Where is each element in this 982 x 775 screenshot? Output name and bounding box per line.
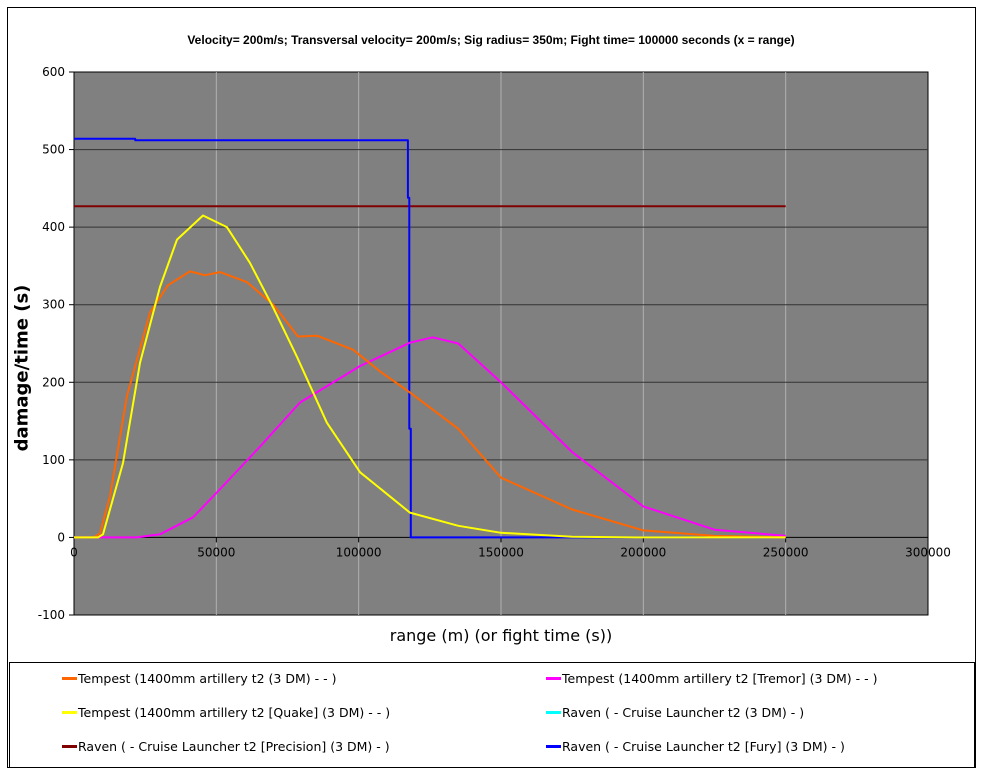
legend-swatch (546, 677, 561, 680)
legend-swatch (546, 711, 561, 714)
legend-entry: Tempest (1400mm artillery t2 (3 DM) - - … (62, 671, 336, 686)
y-tick-label: 500 (42, 143, 65, 157)
legend-swatch (546, 745, 561, 748)
x-axis-label: range (m) (or fight time (s)) (389, 626, 613, 645)
plot-area: -100 0 100 200 300 400 500 600 0 50000 100000 15000… (38, 65, 951, 622)
legend-label: Raven ( - Cruise Launcher t2 [Fury] (3 D… (562, 739, 845, 754)
legend-entry: Raven ( - Cruise Launcher t2 [Fury] (3 D… (546, 739, 845, 754)
x-tick-label: 250000 (763, 545, 809, 559)
legend-entry: Raven ( - Cruise Launcher t2 (3 DM) - ) (546, 705, 804, 720)
series-line-0 (74, 270, 786, 539)
series-line-1 (74, 336, 786, 539)
legend-label: Raven ( - Cruise Launcher t2 (3 DM) - ) (562, 705, 805, 720)
y-tick-label: 200 (42, 375, 65, 389)
legend-label: Tempest (1400mm artillery t2 [Quake] (3 … (78, 705, 391, 720)
y-tick-label: 400 (42, 220, 65, 234)
legend-swatch (62, 745, 77, 748)
y-tick-label: 0 (57, 530, 65, 544)
series-line-5 (74, 137, 786, 539)
legend-swatch (62, 711, 77, 714)
legend-swatch (62, 677, 77, 680)
x-tick-label: 150000 (478, 545, 524, 559)
legend-entry: Tempest (1400mm artillery t2 [Quake] (3 … (62, 705, 390, 720)
x-tick-label: 50000 (197, 545, 235, 559)
x-tick-label: 200000 (620, 545, 666, 559)
y-tick-label: 100 (42, 453, 65, 467)
x-tick-label: 100000 (336, 545, 382, 559)
series-line-2 (74, 214, 786, 539)
x-tick-label: 0 (70, 545, 78, 559)
legend-entry: Tempest (1400mm artillery t2 [Tremor] (3… (546, 671, 878, 686)
legend-label: Tempest (1400mm artillery t2 [Tremor] (3… (562, 671, 878, 686)
y-tick-label: 600 (42, 65, 65, 79)
legend-entry: Raven ( - Cruise Launcher t2 [Precision]… (62, 739, 390, 754)
chart-title: Velocity= 200m/s; Transversal velocity= … (187, 33, 795, 47)
y-tick-label: -100 (38, 608, 65, 622)
y-tick-label: 300 (42, 298, 65, 312)
legend: Tempest (1400mm artillery t2 (3 DM) - - … (9, 662, 975, 768)
legend-label: Tempest (1400mm artillery t2 (3 DM) - - … (78, 671, 337, 686)
legend-label: Raven ( - Cruise Launcher t2 [Precision]… (78, 739, 390, 754)
x-tick-label: 300000 (905, 545, 951, 559)
